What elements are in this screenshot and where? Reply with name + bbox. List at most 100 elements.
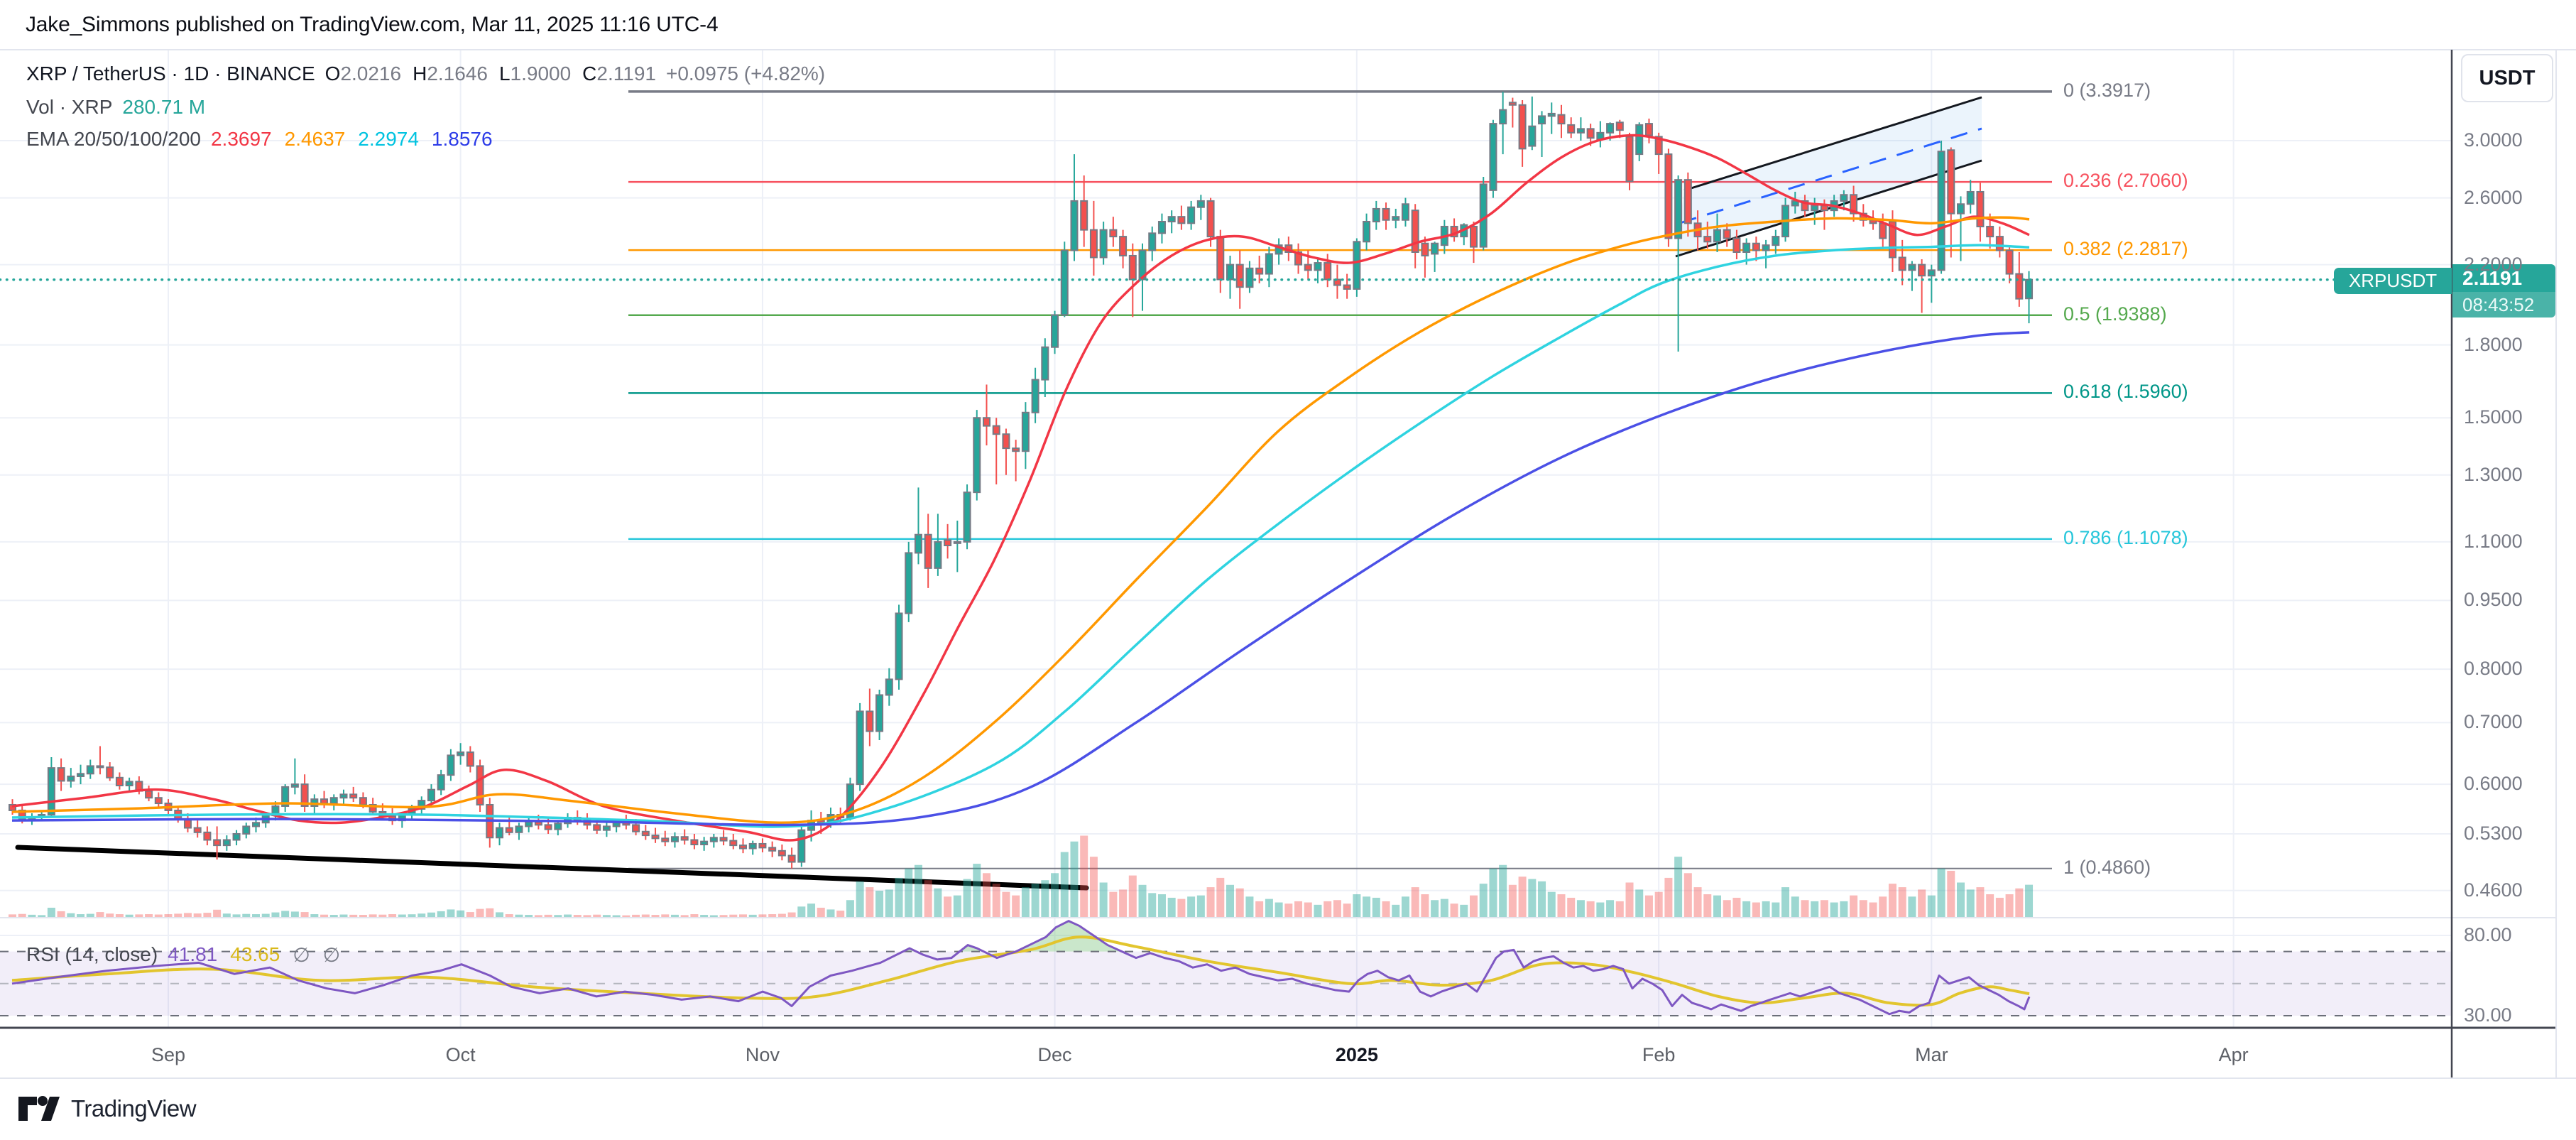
- candle-body: [232, 832, 241, 841]
- candle-body: [1703, 236, 1712, 243]
- volume-bar: [339, 914, 348, 918]
- volume-bar: [690, 914, 699, 918]
- volume-bar: [1392, 904, 1400, 918]
- candle-body: [1995, 236, 2004, 251]
- volume-bar: [973, 864, 981, 918]
- volume-legend-row[interactable]: Vol · XRP 280.71 M: [26, 96, 205, 119]
- rsi-ma-line: [11, 935, 2030, 1007]
- candle-body: [1363, 221, 1371, 243]
- candle-body: [1937, 151, 1945, 271]
- volume-bar: [1508, 884, 1517, 918]
- candle-body: [505, 827, 513, 833]
- rsi-tick-label: 30.00: [2464, 1004, 2512, 1026]
- volume-bar: [1041, 880, 1049, 918]
- volume-bar: [1947, 871, 1955, 918]
- volume-bar: [1859, 900, 1867, 918]
- volume-bar: [1888, 884, 1896, 918]
- volume-bar: [1021, 887, 1030, 918]
- candle-body: [924, 533, 932, 569]
- candle-body: [661, 837, 670, 842]
- candle-body: [1479, 183, 1488, 248]
- volume-bar: [1850, 895, 1858, 918]
- candle-body: [1918, 264, 1926, 277]
- candle-body: [963, 492, 971, 543]
- candle-body: [1128, 254, 1137, 281]
- rsi-legend-row[interactable]: RSI (14, close) 41.81 43.65 ∅ ∅: [26, 943, 340, 967]
- tradingview-logo[interactable]: TradingView: [17, 1095, 197, 1122]
- candle-body: [1976, 190, 1985, 227]
- volume-bar: [895, 877, 903, 918]
- volume-bar: [554, 915, 562, 918]
- candle-body: [632, 824, 640, 832]
- volume-bar: [252, 914, 260, 918]
- volume-bar: [281, 911, 290, 918]
- volume-bar: [748, 914, 757, 918]
- volume-bar: [213, 909, 222, 918]
- time-tick-label: Oct: [445, 1044, 476, 1065]
- volume-bar: [777, 913, 786, 918]
- candle-body: [281, 786, 290, 807]
- fib-level-label: 0.786 (1.1078): [2063, 526, 2188, 548]
- candle-body: [690, 839, 699, 846]
- volume-bar: [1683, 873, 1692, 918]
- volume-bar: [525, 915, 533, 918]
- candle-body: [437, 774, 445, 791]
- candle-body: [1557, 114, 1566, 125]
- fib-level-label: 1 (0.4860): [2063, 856, 2151, 878]
- last-price-symbol-badge[interactable]: XRPUSDT: [2334, 268, 2452, 294]
- candle-body: [496, 827, 503, 839]
- candle-body: [1226, 264, 1234, 281]
- volume-bar: [875, 891, 884, 918]
- volume-bar: [232, 914, 241, 918]
- currency-toggle-button[interactable]: USDT: [2461, 54, 2553, 102]
- candle-body: [2025, 278, 2034, 300]
- time-tick-label: Apr: [2218, 1044, 2249, 1065]
- candle-body: [1820, 205, 1828, 212]
- price-tick-label: 1.5000: [2464, 406, 2523, 428]
- candle-body: [1742, 242, 1751, 253]
- candle-body: [213, 839, 222, 847]
- volume-bar: [1255, 901, 1264, 918]
- candle-body: [1002, 433, 1010, 450]
- volume-bar: [310, 914, 319, 918]
- volume-bar: [28, 914, 36, 918]
- volume-bar: [1440, 899, 1448, 918]
- descending-trendline: [15, 845, 1089, 891]
- ema-legend-row[interactable]: EMA 20/50/100/200 2.3697 2.4637 2.2974 1.85…: [26, 128, 493, 151]
- fib-level-label: 0 (3.3917): [2063, 79, 2151, 101]
- volume-bar: [934, 888, 942, 918]
- volume-bar: [1625, 882, 1634, 918]
- ema-50-line: [11, 216, 2030, 824]
- candle-body: [1089, 229, 1098, 259]
- candle-body: [320, 798, 329, 805]
- candle-body: [1752, 242, 1760, 251]
- symbol-legend-row[interactable]: XRP / TetherUS · 1D · BINANCE O2.0216 H2.…: [26, 63, 825, 85]
- volume-bar: [183, 913, 192, 918]
- candle-body: [1674, 179, 1683, 239]
- ema-200-line: [11, 331, 2030, 827]
- volume-bar: [1811, 901, 1819, 918]
- volume-bar: [856, 881, 864, 918]
- candle-body: [1177, 216, 1186, 224]
- candle-body: [1216, 236, 1225, 281]
- volume-bar: [388, 914, 397, 918]
- fib-level-label: 0.236 (2.7060): [2063, 170, 2188, 192]
- volume-bar: [1284, 903, 1293, 918]
- price-tick-label: 2.6000: [2464, 186, 2523, 208]
- time-tick-label: Sep: [151, 1044, 186, 1065]
- candle-body: [86, 765, 94, 775]
- volume-bar: [1927, 895, 1936, 918]
- volume-bar: [1148, 893, 1157, 918]
- candle-body: [1411, 210, 1419, 253]
- legend-value: 1.8576: [431, 128, 493, 150]
- volume-bar: [826, 909, 835, 918]
- candle-body: [1518, 104, 1527, 150]
- volume-bar: [670, 914, 679, 918]
- volume-bar: [1167, 897, 1176, 918]
- candle-body: [1431, 242, 1439, 255]
- candle-body: [1031, 379, 1039, 413]
- last-price-axis-label[interactable]: 2.1191 08:43:52: [2452, 264, 2555, 317]
- candle-body: [905, 552, 913, 614]
- time-tick-label: Dec: [1037, 1044, 1072, 1065]
